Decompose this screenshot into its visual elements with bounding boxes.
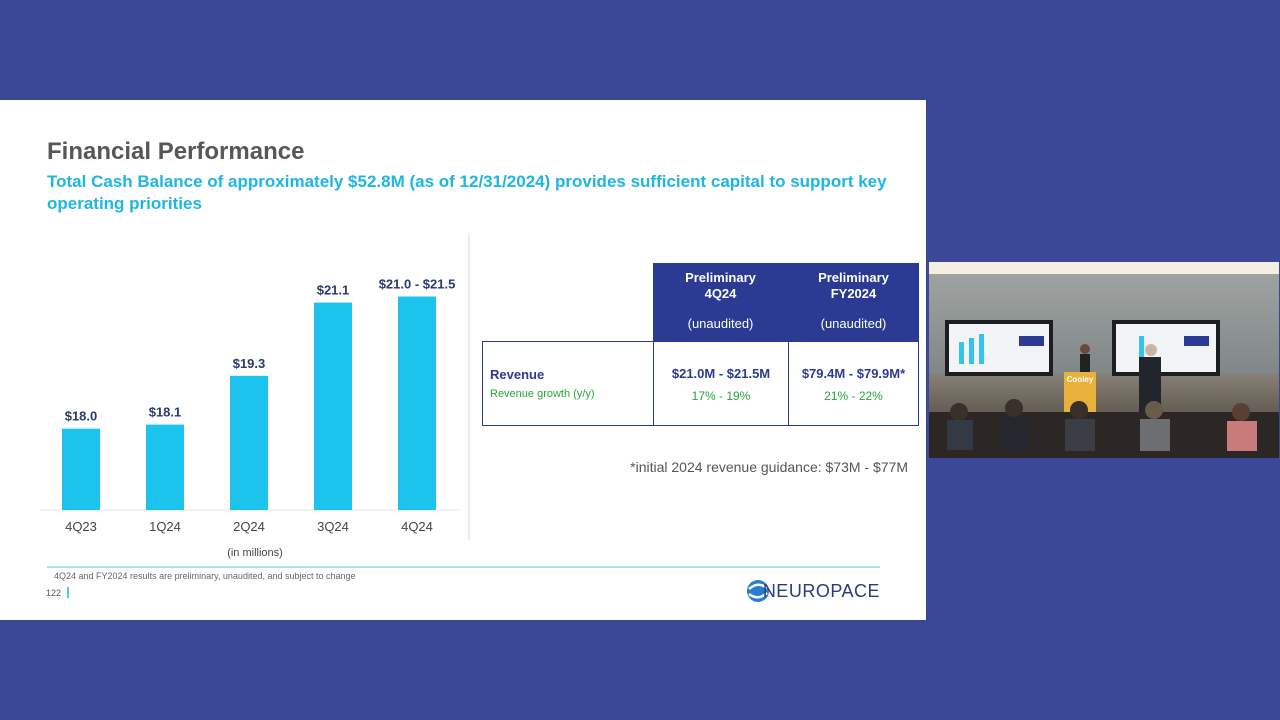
value-label: $21.1 bbox=[317, 283, 350, 298]
column-subtitle: (unaudited) bbox=[687, 316, 754, 331]
logo: NEUROPACE bbox=[762, 581, 880, 601]
row-header: Revenue Revenue growth (y/y) bbox=[482, 341, 654, 426]
video-feed: Cooley bbox=[929, 262, 1279, 458]
video-scene: Cooley bbox=[929, 262, 1279, 458]
chart-note: (in millions) bbox=[227, 547, 283, 559]
logo-icon bbox=[747, 580, 769, 602]
bar bbox=[398, 296, 436, 510]
bar bbox=[146, 424, 184, 510]
table-header: Preliminary 4Q24 (unaudited) bbox=[653, 263, 788, 341]
cell-value: $21.0M - $21.5M bbox=[671, 366, 771, 381]
page-number: 122 bbox=[46, 588, 62, 598]
footnote: *initial 2024 revenue guidance: $73M - $… bbox=[630, 459, 908, 475]
value-label: $21.0 - $21.5 bbox=[379, 277, 456, 292]
cell-value: $79.4M - $79.9M* bbox=[801, 366, 906, 381]
column-title: Preliminary FY2024 bbox=[818, 270, 889, 301]
cell-growth: 21% - 22% bbox=[824, 389, 883, 403]
slide: Financial Performance Total Cash Balance… bbox=[0, 100, 926, 620]
x-tick-label: 1Q24 bbox=[149, 519, 181, 534]
x-tick-label: 3Q24 bbox=[317, 519, 349, 534]
x-tick-label: 4Q23 bbox=[65, 519, 97, 534]
bar bbox=[62, 428, 100, 510]
row-sublabel: Revenue growth (y/y) bbox=[490, 388, 595, 400]
slide-title: Financial Performance bbox=[47, 138, 305, 165]
bar bbox=[314, 302, 352, 510]
column-subtitle: (unaudited) bbox=[820, 316, 887, 331]
value-label: $18.1 bbox=[149, 405, 182, 420]
x-tick-label: 4Q24 bbox=[401, 519, 433, 534]
table-cell: $79.4M - $79.9M* 21% - 22% bbox=[788, 341, 919, 426]
value-label: $19.3 bbox=[233, 356, 266, 371]
x-tick-label: 2Q24 bbox=[233, 519, 265, 534]
table-header: Preliminary FY2024 (unaudited) bbox=[788, 263, 919, 341]
podium-label: Cooley bbox=[1067, 375, 1094, 384]
column-title: Preliminary 4Q24 bbox=[685, 270, 756, 301]
slide-subtitle: Total Cash Balance of approximately $52.… bbox=[47, 172, 887, 213]
table-cell: $21.0M - $21.5M 17% - 19% bbox=[653, 341, 789, 426]
cell-growth: 17% - 19% bbox=[691, 389, 751, 403]
row-label: Revenue bbox=[490, 367, 545, 382]
value-label: $18.0 bbox=[65, 409, 98, 424]
chart: (in millions) $18.0 4Q23 $18.1 1Q24 $19.3 2Q2… bbox=[40, 233, 880, 602]
bar bbox=[230, 375, 268, 510]
footer-note: 4Q24 and FY2024 results are preliminary,… bbox=[54, 571, 356, 581]
